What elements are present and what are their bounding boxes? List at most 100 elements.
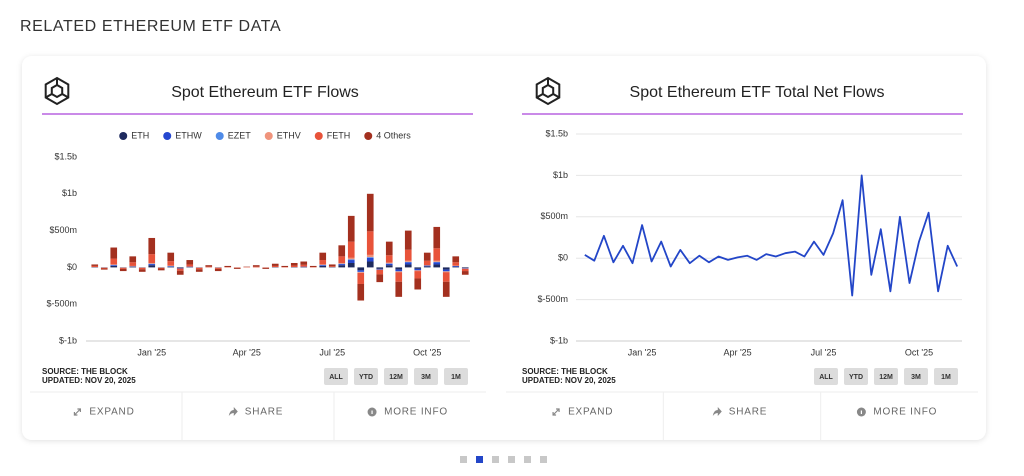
action-button[interactable]: SHARE [712, 407, 767, 418]
bar-segment [328, 264, 336, 267]
bar-segment [366, 254, 374, 258]
bar-segment [100, 268, 108, 270]
legend-item[interactable]: ETH [119, 130, 149, 140]
action-label: MORE INFO [873, 407, 937, 418]
bar-segment [347, 259, 355, 261]
legend-label: ETHW [175, 130, 202, 140]
bar-segment [252, 265, 260, 267]
bar-segment [376, 274, 384, 283]
bar-segment [167, 266, 175, 268]
bar-segment [414, 268, 422, 271]
bar-segment [214, 267, 222, 269]
legend-item[interactable]: EZET [215, 130, 252, 140]
legend-swatch [163, 132, 172, 140]
x-tick-label: Apr '25 [233, 347, 261, 357]
bar-segment [461, 268, 469, 272]
bar-segment [442, 269, 450, 272]
expand-icon [552, 408, 560, 416]
legend-item[interactable]: 4 Others [364, 130, 411, 140]
share-icon [228, 407, 238, 416]
range-button[interactable]: 12M [384, 368, 408, 385]
page-dot[interactable] [540, 456, 547, 463]
bar-segment [129, 262, 137, 266]
bar-segment [300, 264, 308, 267]
legend-item[interactable]: ETHV [264, 130, 301, 140]
action-button[interactable]: EXPAND [552, 407, 613, 418]
bar-segment [138, 267, 146, 270]
x-tick-label: Apr '25 [723, 347, 751, 357]
action-button[interactable]: MORE INFO [367, 407, 448, 418]
bar-segment [414, 267, 422, 269]
bar-segment [205, 265, 213, 267]
legend: ETH ETHW EZET ETHV FETH 4 Others [119, 130, 411, 140]
x-tick-label: Oct '25 [905, 347, 933, 357]
range-button-bg [904, 368, 928, 385]
bar-segment [366, 193, 374, 232]
bar-segment [176, 268, 184, 271]
bar-segment [366, 257, 374, 262]
bar-segment [414, 270, 422, 272]
page-dot-active[interactable] [476, 456, 483, 463]
range-button[interactable]: 3M [904, 368, 928, 385]
action-label: MORE INFO [384, 407, 448, 418]
x-tick-label: Jan '25 [628, 347, 657, 357]
bar-segment [433, 264, 441, 268]
legend-label: ETH [131, 130, 149, 140]
bar-segment [338, 264, 346, 266]
bar-segment [404, 230, 412, 250]
page-dot[interactable] [524, 456, 531, 463]
page-dot[interactable] [460, 456, 467, 463]
range-button[interactable]: 1M [934, 368, 958, 385]
page-dot[interactable] [508, 456, 515, 463]
y-tick-label: $500m [49, 225, 77, 235]
action-button[interactable]: MORE INFO [856, 407, 937, 418]
legend-item[interactable]: FETH [314, 130, 351, 140]
bar-segment [290, 265, 298, 268]
action-button[interactable]: EXPAND [73, 407, 134, 418]
range-button[interactable]: 12M [874, 368, 898, 385]
y-tick-label: $0 [67, 262, 77, 272]
bar-segment [119, 268, 127, 272]
bar-segment [423, 260, 431, 266]
bar-segment [319, 260, 327, 265]
page-dot[interactable] [492, 456, 499, 463]
bar-segment [404, 260, 412, 262]
y-tick-label: $-1b [59, 335, 77, 345]
y-tick-label: $-500m [537, 294, 568, 304]
bar-segment [385, 263, 393, 266]
bar-segment [195, 269, 203, 272]
pagination [460, 456, 547, 463]
bar-segment [423, 265, 431, 267]
bar-segment [404, 264, 412, 268]
action-button[interactable]: SHARE [228, 407, 283, 418]
range-button[interactable]: 3M [414, 368, 438, 385]
bar-segment [452, 262, 460, 266]
bar-segment [414, 278, 422, 290]
bar-segment [157, 268, 165, 271]
bar-segment [385, 262, 393, 264]
y-tick-label: $1b [62, 188, 77, 198]
chart-title: Spot Ethereum ETF Flows [171, 84, 359, 101]
bar-segment [129, 266, 137, 268]
bar-segment [442, 272, 450, 282]
legend-item[interactable]: ETHW [163, 130, 202, 140]
range-button[interactable]: 1M [444, 368, 468, 385]
legend-label: 4 Others [376, 130, 411, 140]
range-button[interactable]: YTD [844, 368, 868, 385]
bar-segment [357, 270, 365, 272]
card [22, 56, 986, 440]
bar-segment [442, 267, 450, 270]
y-tick-label: $1.5b [545, 128, 568, 138]
range-button[interactable]: ALL [324, 368, 348, 385]
bar-segment [186, 260, 194, 265]
bar-segment [395, 272, 403, 282]
share-icon [712, 407, 722, 416]
bar-segment [347, 257, 355, 260]
bar-segment [347, 260, 355, 263]
range-button[interactable]: YTD [354, 368, 378, 385]
range-button[interactable]: ALL [814, 368, 838, 385]
bar-segment [319, 265, 327, 266]
bar-segment [119, 267, 127, 269]
section-heading: RELATED ETHEREUM ETF DATA [20, 18, 281, 35]
